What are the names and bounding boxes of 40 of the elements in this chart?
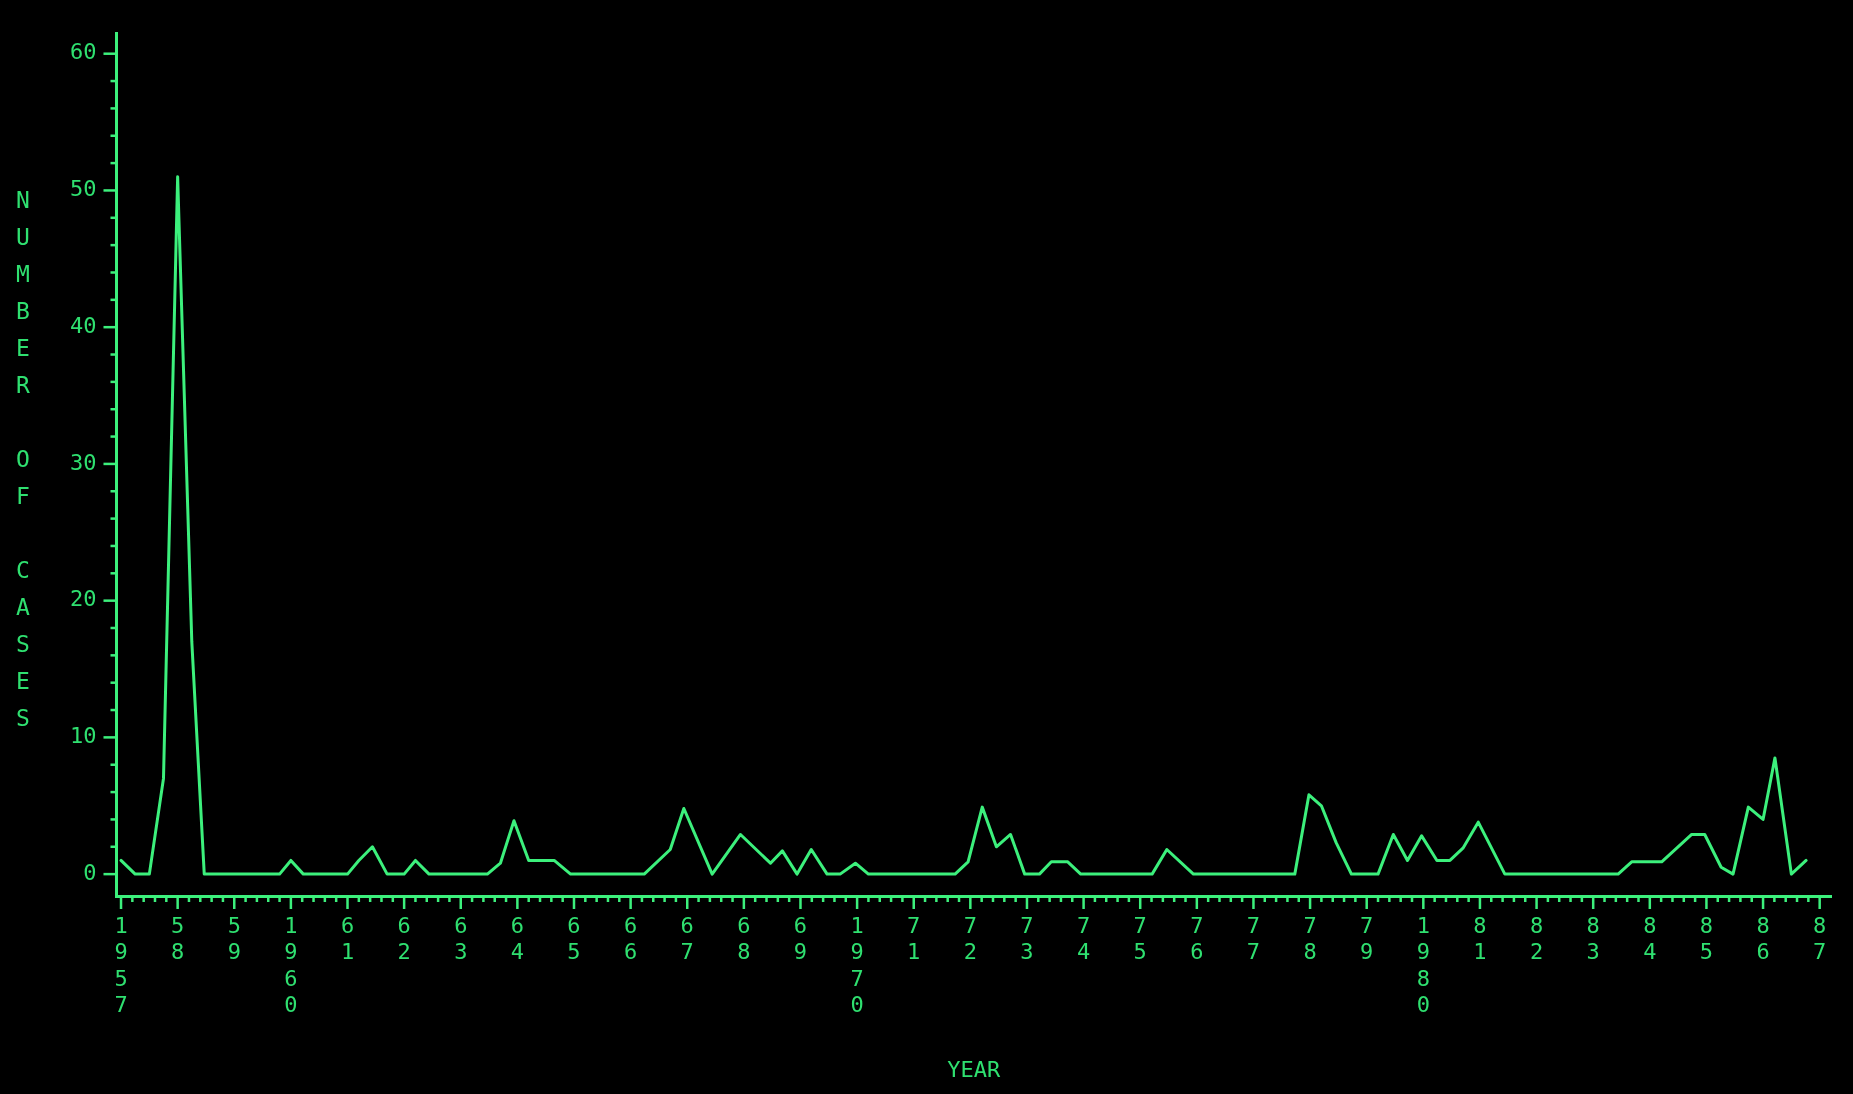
x-tick-label: 79: [1360, 912, 1374, 965]
y-tick-label: 10: [69, 723, 97, 749]
x-tick-label: 69: [793, 912, 808, 965]
x-tick-label: 83: [1586, 912, 1600, 965]
x-axis-title: YEAR: [947, 1056, 1001, 1082]
x-tick-label: 63: [454, 912, 468, 965]
y-tick-label: 40: [69, 312, 97, 338]
x-tick-label: 66: [623, 912, 638, 965]
x-tick-label: 76: [1190, 912, 1204, 965]
x-tick-label: 1957: [114, 912, 128, 1018]
x-tick-label: 65: [567, 912, 581, 965]
y-tick-label: 60: [69, 39, 97, 65]
x-tick-label: 77: [1246, 912, 1261, 965]
x-tick-label: 87: [1813, 912, 1827, 965]
x-tick-label: 1980: [1416, 912, 1430, 1018]
x-tick-label: 64: [510, 912, 524, 965]
x-tick-label: 68: [737, 912, 751, 965]
x-tick-label: 62: [397, 912, 411, 965]
y-tick-label: 0: [83, 859, 97, 885]
x-tick-label: 72: [963, 912, 977, 965]
x-tick-label: 1970: [850, 912, 864, 1018]
y-axis-title: NUMBER OF CASES: [10, 187, 36, 743]
x-tick-label: 85: [1699, 912, 1714, 965]
y-tick-label: 30: [69, 449, 97, 475]
x-tick-label: 74: [1076, 912, 1091, 965]
x-tick-label: 59: [227, 912, 241, 965]
x-tick-label: 84: [1643, 912, 1657, 965]
x-tick-label: 75: [1133, 912, 1147, 965]
x-tick-label: 67: [680, 912, 694, 965]
x-tick-label: 86: [1756, 912, 1770, 965]
y-tick-label: 50: [69, 176, 97, 202]
x-tick-label: 78: [1303, 912, 1317, 965]
y-tick-label: 20: [69, 586, 97, 612]
x-tick-label: 61: [340, 912, 355, 965]
x-tick-label: 82: [1529, 912, 1544, 965]
x-tick-label: 1960: [284, 912, 298, 1018]
x-tick-label: 71: [907, 912, 921, 965]
x-tick-label: 58: [171, 912, 185, 965]
x-tick-label: 81: [1473, 912, 1487, 965]
x-tick-label: 73: [1020, 912, 1034, 965]
